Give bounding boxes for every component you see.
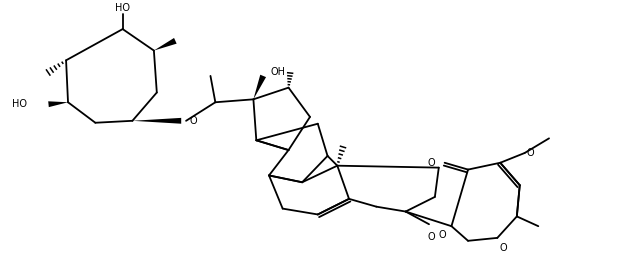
- Text: HO: HO: [12, 99, 27, 109]
- Polygon shape: [154, 38, 176, 50]
- Polygon shape: [132, 118, 181, 124]
- Text: O: O: [427, 232, 435, 242]
- Text: OH: OH: [271, 67, 286, 77]
- Polygon shape: [48, 101, 68, 107]
- Text: O: O: [439, 230, 446, 240]
- Text: HO: HO: [115, 3, 130, 13]
- Text: O: O: [190, 116, 197, 126]
- Text: O: O: [427, 158, 435, 168]
- Text: O: O: [500, 243, 507, 253]
- Polygon shape: [253, 75, 266, 99]
- Text: O: O: [527, 148, 534, 158]
